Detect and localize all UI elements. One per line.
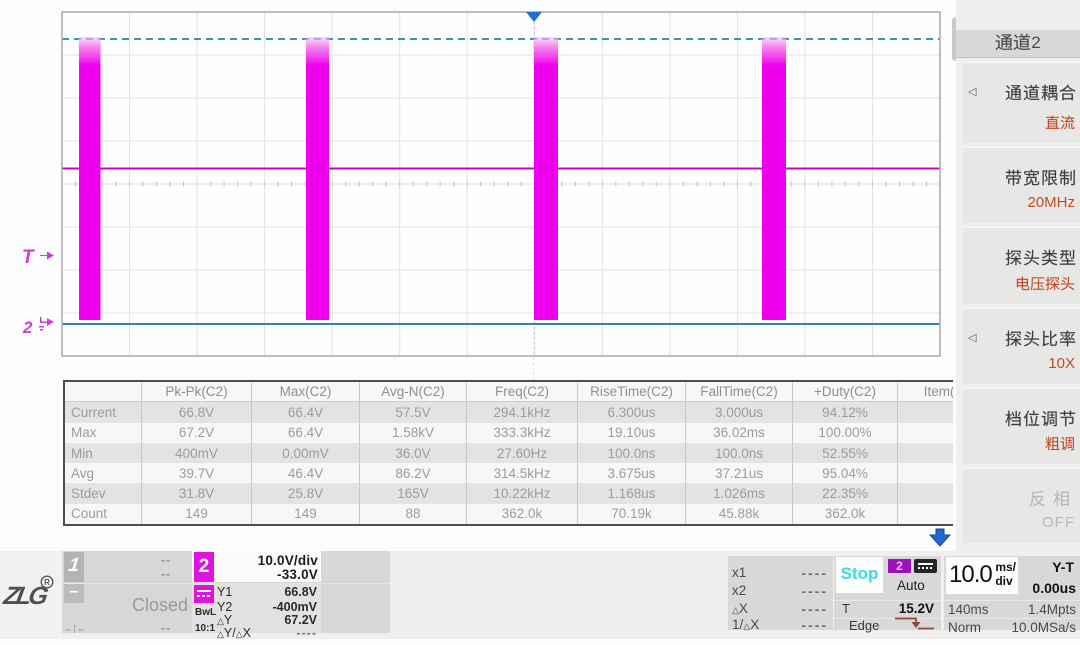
svg-text:R: R bbox=[44, 578, 50, 587]
